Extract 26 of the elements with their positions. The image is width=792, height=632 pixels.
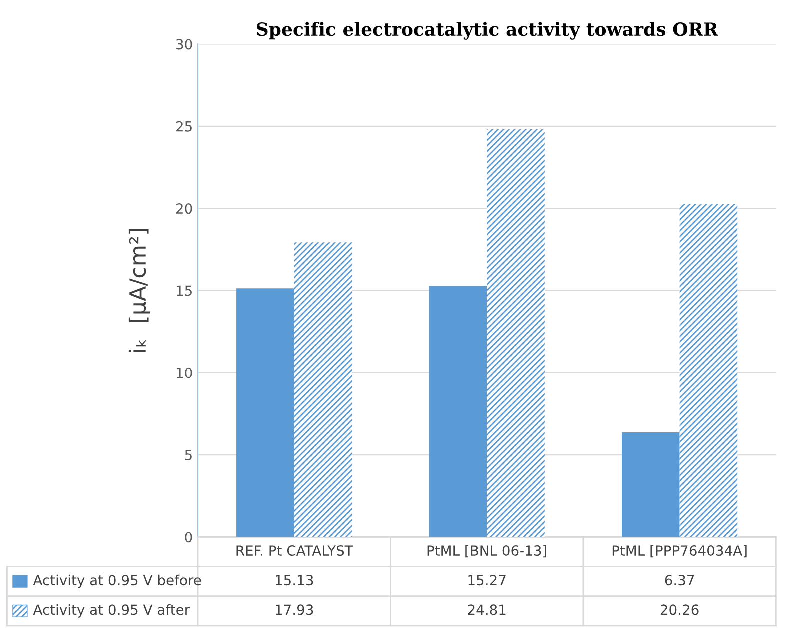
legend-label: Activity at 0.95 V before	[33, 574, 202, 588]
bar	[487, 130, 545, 538]
bar	[680, 204, 738, 538]
data-label: 6.37	[665, 575, 694, 586]
y-tick-label: 15	[176, 286, 192, 296]
x-tick-label: PtML [BNL 06-13]	[428, 545, 546, 558]
y-tick-label: 25	[176, 121, 192, 132]
y-axis-title: iₖ [μA/cm²]	[128, 229, 150, 352]
y-tick-label: 20	[176, 204, 192, 214]
x-tick-label: REF. Pt CATALYST	[236, 546, 354, 556]
y-tick-label: 10	[176, 368, 192, 378]
data-label: 15.27	[468, 575, 506, 586]
y-tick-label: 30	[176, 39, 192, 50]
bar	[236, 288, 294, 538]
data-label: 17.93	[276, 604, 314, 616]
bar	[294, 242, 352, 538]
data-label: 24.81	[468, 604, 506, 616]
data-label: 20.26	[660, 604, 699, 616]
bar	[429, 286, 488, 538]
y-tick-label: 5	[185, 450, 192, 461]
legend-label: Activity at 0.95 V after	[33, 604, 190, 618]
bar	[622, 432, 680, 538]
x-tick-label: PtML [PPP764034A]	[612, 545, 747, 558]
y-tick-label: 0	[185, 532, 192, 543]
data-label: 15.13	[276, 575, 314, 586]
chart-title: Specific electrocatalytic activity towards ORR	[257, 22, 718, 40]
